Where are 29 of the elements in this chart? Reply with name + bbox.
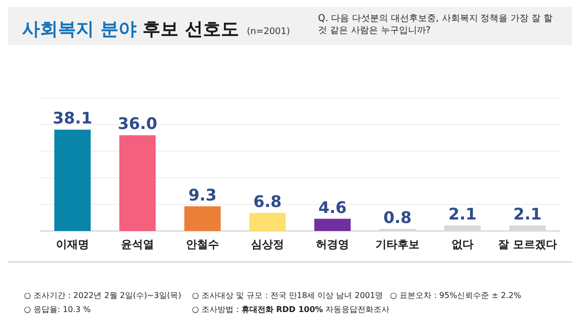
x-tick-label: 이재명 — [56, 238, 89, 251]
data-label: 2.1 — [448, 204, 477, 224]
bar — [119, 135, 156, 231]
x-tick-label: 허경영 — [316, 238, 349, 251]
x-tick-label: 안철수 — [186, 238, 219, 251]
chart-title: 사회복지 분야 후보 선호도 — [22, 19, 239, 40]
data-label: 2.1 — [513, 204, 542, 224]
x-tick-label: 없다 — [452, 238, 474, 251]
data-label: 9.3 — [188, 185, 217, 204]
chart-subtitle: (n=2001) — [246, 27, 290, 37]
bar — [249, 212, 286, 231]
text: ○ 조사방법 : 휴대전화 RDD 100% 자동응답전화조사 — [192, 305, 390, 314]
text: ○ 표본오차 : 95%신뢰수준 ± 2.2% — [390, 291, 522, 300]
x-tick-label: 심상정 — [251, 238, 284, 251]
text: Q. 다음 다섯분의 대선후보중, 사회복지 정책을 가장 잘 할 것 같은 사람은 누구입니까? — [318, 13, 552, 36]
x-tick-label: 윤석열 — [121, 238, 154, 251]
data-label: 6.8 — [253, 192, 282, 211]
x-tick-label: 기타후보 — [376, 238, 420, 251]
x-tick-label: 잘 모르겠다 — [498, 238, 557, 251]
text: ○ 응답율: 10.3 % — [24, 305, 92, 314]
bar — [54, 130, 91, 231]
bar — [314, 218, 351, 231]
data-label: 36.0 — [118, 114, 158, 134]
data-label: 38.1 — [52, 108, 92, 128]
data-label: 0.8 — [383, 208, 412, 227]
bar — [184, 206, 221, 231]
text: ○ 조사기간 : 2022년 2월 2일(수)~3일(목) — [24, 291, 182, 300]
text: ○ 조사대상 및 규모 : 전국 만18세 이상 남녀 2001명 — [192, 291, 384, 300]
data-label: 4.6 — [318, 198, 347, 217]
